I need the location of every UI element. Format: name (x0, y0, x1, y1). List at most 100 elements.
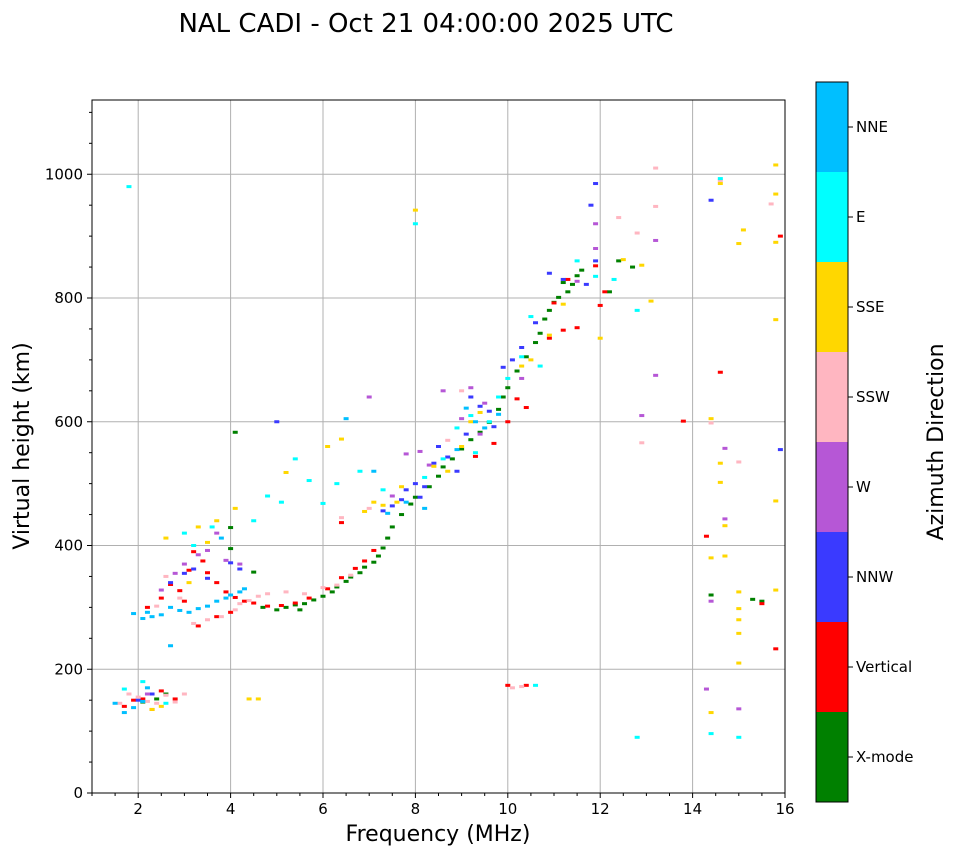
data-point (422, 475, 428, 479)
data-point (459, 389, 465, 393)
data-point (163, 536, 169, 540)
data-point (606, 290, 612, 294)
data-point (292, 603, 298, 607)
data-point (436, 474, 441, 478)
data-point (135, 698, 141, 702)
data-point (302, 592, 308, 596)
data-point (417, 495, 423, 499)
data-point (163, 701, 169, 705)
data-point (722, 524, 728, 528)
data-point (389, 494, 395, 498)
data-point (181, 562, 187, 566)
data-point (773, 499, 779, 503)
data-point (232, 430, 238, 434)
data-point (417, 449, 423, 453)
data-point (154, 701, 160, 705)
data-point (357, 571, 363, 575)
colorbar-label: NNE (856, 118, 888, 136)
data-point (546, 333, 552, 337)
data-point (131, 706, 137, 710)
data-point (140, 617, 146, 621)
y-axis-ticks: 0 200 400 600 800 1000 (45, 111, 92, 802)
data-point (639, 263, 645, 267)
data-point (560, 281, 566, 285)
data-point (653, 373, 659, 377)
data-point (722, 517, 728, 521)
data-point (163, 574, 169, 578)
data-point (496, 412, 502, 416)
colorbar: X-mode Vertical NNW W SSW SSE E NNE (815, 81, 913, 803)
data-point (214, 615, 220, 619)
data-point (292, 457, 298, 461)
data-point (736, 460, 742, 464)
data-point (593, 222, 599, 226)
data-point (117, 701, 123, 705)
data-point (445, 438, 451, 442)
data-point (703, 534, 709, 538)
y-tick-label: 200 (54, 660, 83, 678)
data-point (717, 178, 723, 182)
data-point (708, 599, 714, 603)
data-point (195, 553, 201, 557)
data-point (736, 590, 742, 594)
series-nne (112, 406, 502, 715)
data-point (338, 521, 344, 525)
data-point (639, 441, 645, 445)
data-point (292, 601, 298, 605)
data-point (186, 568, 192, 572)
x-tick-label: 8 (411, 800, 421, 818)
data-point (505, 386, 511, 390)
data-point (648, 299, 654, 303)
data-point (593, 274, 599, 278)
data-point (472, 454, 478, 458)
data-point (565, 277, 571, 281)
colorbar-segment (816, 622, 848, 712)
data-point (380, 503, 386, 507)
data-point (546, 271, 552, 275)
y-axis-label: Virtual height (km) (10, 342, 35, 549)
series-ssw (117, 166, 774, 705)
data-point (241, 599, 247, 603)
data-point (542, 317, 548, 321)
data-point (131, 612, 137, 616)
data-point (112, 701, 118, 705)
data-point (602, 290, 608, 294)
data-point (205, 618, 210, 622)
data-point (144, 692, 150, 696)
data-point (306, 596, 312, 600)
data-point (251, 601, 257, 605)
data-point (653, 238, 659, 242)
data-point (431, 461, 437, 465)
data-point (505, 376, 511, 380)
data-point (228, 593, 234, 597)
data-point (343, 417, 349, 421)
data-point (717, 480, 723, 484)
data-point (403, 488, 409, 492)
data-point (509, 686, 515, 690)
data-point (459, 417, 465, 421)
data-point (653, 204, 659, 208)
data-point (523, 683, 529, 687)
data-point (422, 506, 428, 510)
y-tick-label: 0 (73, 784, 83, 802)
data-point (768, 202, 774, 206)
data-point (634, 735, 640, 739)
x-axis-label: Frequency (MHz) (346, 822, 531, 847)
data-point (205, 548, 210, 552)
data-point (468, 414, 474, 418)
data-point (311, 598, 317, 602)
data-point (149, 615, 155, 619)
y-tick-label: 1000 (45, 165, 83, 183)
data-point (533, 341, 539, 345)
data-point (399, 485, 405, 489)
colorbar-label: E (856, 208, 865, 226)
data-point (412, 222, 418, 226)
data-point (241, 587, 247, 591)
data-point (338, 516, 344, 520)
data-point (468, 438, 474, 442)
data-point (440, 457, 446, 461)
data-point (773, 318, 779, 322)
data-point (186, 581, 192, 585)
data-point (560, 277, 566, 281)
